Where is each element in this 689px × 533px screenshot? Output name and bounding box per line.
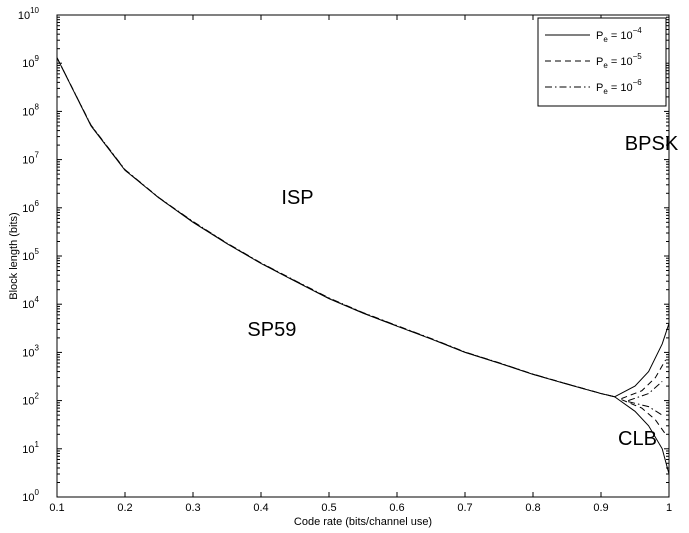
- annotation-label: CLB: [618, 428, 657, 450]
- y-tick-label: 109: [22, 54, 39, 70]
- annotation-label: SP59: [247, 319, 296, 341]
- y-tick-label: 104: [22, 295, 39, 311]
- x-tick-label: 0.3: [185, 502, 200, 514]
- x-tick-label: 0.1: [49, 502, 64, 514]
- legend: Pe = 10−4 Pe = 10−5 Pe = 10−6: [537, 17, 667, 107]
- x-tick-label: 0.2: [117, 502, 132, 514]
- x-tick-label: 1: [666, 502, 672, 514]
- y-tick-label: 108: [22, 102, 39, 118]
- y-axis-title: Block length (bits): [8, 212, 20, 299]
- branch-line: [628, 401, 663, 416]
- annotations: ISP SP59 CLB BPSK: [247, 133, 678, 450]
- legend-label: Pe = 10−4: [596, 26, 642, 44]
- annotation-label: BPSK: [625, 133, 679, 155]
- x-tick-label: 0.4: [253, 502, 268, 514]
- y-tick-label: 103: [22, 343, 39, 359]
- branch-line: [621, 399, 667, 435]
- legend-box: [537, 17, 667, 107]
- y-tick-label: 1010: [18, 6, 40, 22]
- branch-line: [614, 323, 670, 398]
- x-axis-title: Code rate (bits/channel use): [294, 516, 432, 528]
- y-tick-label: 101: [22, 440, 39, 456]
- x-tick-label: 0.5: [321, 502, 336, 514]
- y-tick-label: 106: [22, 199, 39, 215]
- x-tick-label: 0.8: [525, 502, 540, 514]
- y-tick-label: 105: [22, 247, 39, 263]
- series-line: [56, 57, 615, 398]
- axes-ticks: 0.1 0.2 0.3 0.4 0.5 0.6 0.7 0.8 0.9 1 100 101 102 103…: [18, 6, 672, 514]
- y-tick-label: 107: [22, 151, 39, 167]
- branch-line: [628, 381, 663, 402]
- x-tick-label: 0.9: [593, 502, 608, 514]
- branch-line: [614, 396, 670, 475]
- legend-label: Pe = 10−5: [596, 52, 642, 70]
- x-tick-label: 0.7: [457, 502, 472, 514]
- branch-line: [621, 359, 667, 400]
- curves: [56, 57, 670, 475]
- y-tick-label: 100: [22, 488, 39, 504]
- annotation-label: ISP: [281, 187, 313, 209]
- legend-label: Pe = 10−6: [596, 78, 642, 96]
- y-tick-label: 102: [22, 392, 39, 408]
- x-tick-label: 0.6: [389, 502, 404, 514]
